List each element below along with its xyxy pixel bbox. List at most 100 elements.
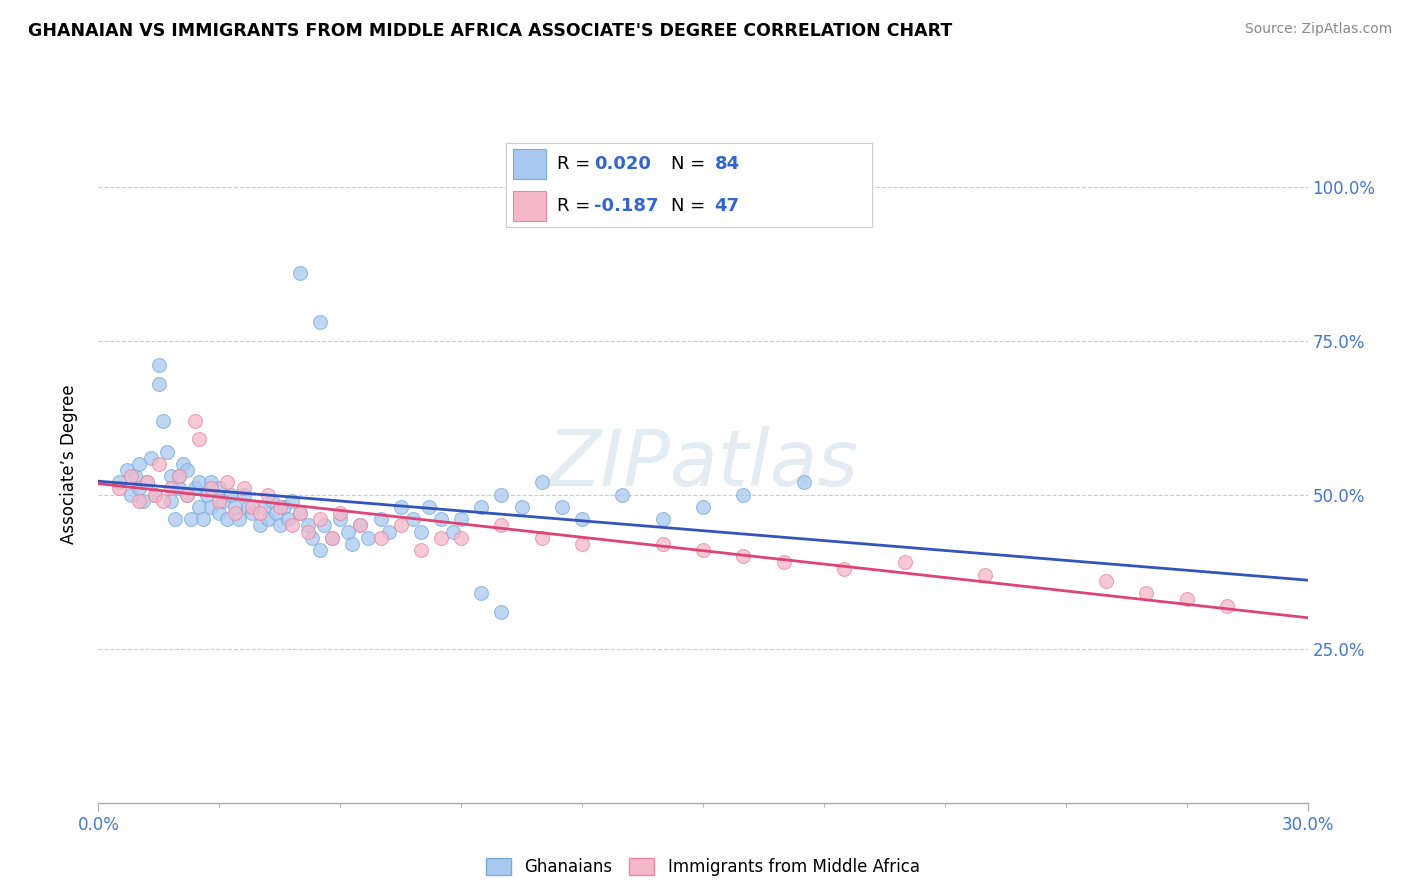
Text: N =: N = bbox=[671, 155, 710, 173]
Point bbox=[571, 537, 593, 551]
Point bbox=[188, 432, 211, 446]
Point bbox=[163, 512, 186, 526]
Point bbox=[418, 500, 440, 514]
Point bbox=[184, 482, 207, 496]
Point bbox=[349, 518, 371, 533]
Point bbox=[152, 493, 174, 508]
Point bbox=[132, 493, 155, 508]
Point bbox=[212, 493, 235, 508]
Point bbox=[260, 493, 283, 508]
Point bbox=[733, 488, 755, 502]
Point bbox=[107, 475, 129, 490]
Point bbox=[1135, 586, 1157, 600]
Text: -0.187: -0.187 bbox=[593, 197, 658, 215]
Point bbox=[772, 556, 794, 570]
Y-axis label: Associate’s Degree: Associate’s Degree bbox=[59, 384, 77, 543]
Point bbox=[510, 500, 533, 514]
Text: 84: 84 bbox=[714, 155, 740, 173]
Text: R =: R = bbox=[557, 197, 596, 215]
Point bbox=[651, 512, 673, 526]
Point bbox=[167, 469, 190, 483]
Point bbox=[152, 414, 174, 428]
Point bbox=[253, 500, 276, 514]
Point bbox=[329, 506, 352, 520]
Point bbox=[124, 469, 146, 483]
Point bbox=[128, 493, 150, 508]
Point bbox=[470, 586, 492, 600]
Point bbox=[288, 266, 311, 280]
Point bbox=[309, 315, 332, 329]
Point bbox=[256, 512, 278, 526]
Point bbox=[491, 518, 513, 533]
Point bbox=[135, 475, 157, 490]
Point bbox=[651, 537, 673, 551]
Point bbox=[370, 512, 392, 526]
Point bbox=[409, 543, 432, 558]
Point bbox=[176, 463, 198, 477]
Point bbox=[692, 543, 714, 558]
Point bbox=[309, 512, 332, 526]
Point bbox=[240, 500, 263, 514]
Point bbox=[172, 457, 194, 471]
Point bbox=[120, 488, 142, 502]
Point bbox=[342, 537, 364, 551]
Point bbox=[115, 463, 138, 477]
Point bbox=[1095, 574, 1118, 588]
Point bbox=[281, 518, 304, 533]
Point bbox=[143, 488, 166, 502]
Point bbox=[288, 506, 311, 520]
Point bbox=[832, 561, 855, 575]
Point bbox=[264, 506, 287, 520]
Point bbox=[450, 531, 472, 545]
Point bbox=[491, 605, 513, 619]
Point bbox=[277, 512, 299, 526]
Text: N =: N = bbox=[671, 197, 710, 215]
Point bbox=[491, 488, 513, 502]
Point bbox=[314, 518, 336, 533]
Point bbox=[180, 512, 202, 526]
Point bbox=[167, 469, 190, 483]
Point bbox=[269, 518, 291, 533]
Point bbox=[156, 444, 179, 458]
Point bbox=[612, 488, 634, 502]
Point bbox=[139, 450, 162, 465]
Point bbox=[148, 358, 170, 372]
Point bbox=[148, 457, 170, 471]
Point bbox=[288, 506, 311, 520]
Point bbox=[148, 376, 170, 391]
Point bbox=[370, 531, 392, 545]
Text: 47: 47 bbox=[714, 197, 740, 215]
Point bbox=[273, 500, 295, 514]
Point bbox=[208, 482, 231, 496]
Point bbox=[143, 488, 166, 502]
Point bbox=[450, 512, 472, 526]
Point bbox=[184, 414, 207, 428]
Point bbox=[329, 512, 352, 526]
Point bbox=[193, 512, 215, 526]
Point bbox=[377, 524, 399, 539]
Point bbox=[195, 488, 218, 502]
Point bbox=[160, 482, 183, 496]
Point bbox=[551, 500, 574, 514]
Point bbox=[200, 475, 222, 490]
Point bbox=[337, 524, 360, 539]
FancyBboxPatch shape bbox=[513, 149, 547, 178]
Point bbox=[389, 500, 412, 514]
Point bbox=[974, 567, 997, 582]
Text: R =: R = bbox=[557, 155, 596, 173]
Point bbox=[128, 457, 150, 471]
Point bbox=[208, 506, 231, 520]
Point bbox=[217, 512, 239, 526]
Point bbox=[176, 488, 198, 502]
Point bbox=[389, 518, 412, 533]
Point bbox=[249, 518, 271, 533]
Point bbox=[217, 475, 239, 490]
Point bbox=[128, 482, 150, 496]
Point bbox=[188, 475, 211, 490]
Point bbox=[224, 506, 246, 520]
Point bbox=[321, 531, 343, 545]
Point bbox=[470, 500, 492, 514]
Point bbox=[160, 493, 183, 508]
Point bbox=[224, 500, 246, 514]
Point bbox=[402, 512, 425, 526]
